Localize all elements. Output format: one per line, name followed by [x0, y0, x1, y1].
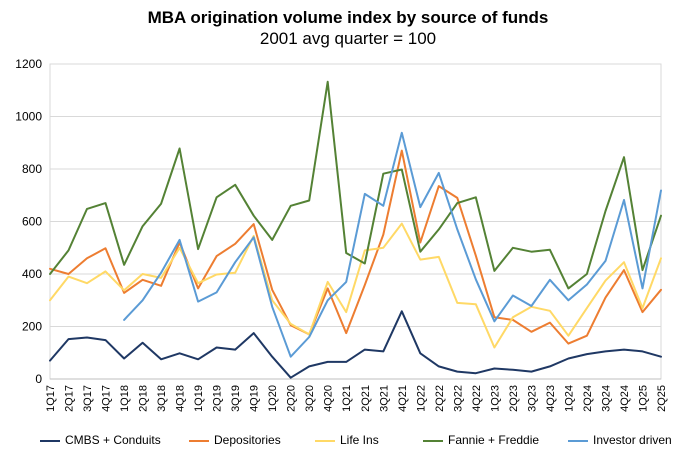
- x-tick-label: 2Q22: [434, 385, 446, 412]
- x-tick-label: 1Q17: [45, 385, 57, 412]
- x-tick-label: 4Q17: [101, 385, 113, 412]
- x-tick-label: 1Q19: [193, 385, 205, 412]
- series-line-3: [49, 80, 662, 290]
- x-tick-label: 1Q24: [563, 385, 575, 412]
- x-tick-label: 3Q23: [526, 385, 538, 412]
- chart-subtitle: 2001 avg quarter = 100: [259, 29, 437, 48]
- chart-title: MBA origination volume index by source o…: [147, 8, 549, 27]
- legend-swatch: [315, 440, 335, 442]
- x-tick-label: 1Q21: [341, 385, 353, 412]
- x-tick-label: 2Q21: [360, 385, 372, 412]
- x-tick-label: 4Q22: [471, 385, 483, 412]
- y-tick-label: 200: [22, 320, 42, 334]
- series-line-1: [49, 149, 662, 345]
- x-tick-label: 4Q19: [249, 385, 261, 412]
- y-tick-label: 400: [22, 267, 42, 281]
- x-tick-label: 4Q23: [545, 385, 557, 412]
- x-tick-label: 3Q19: [230, 385, 242, 412]
- legend-label: Life Ins: [340, 433, 379, 447]
- series-line-0: [49, 310, 662, 379]
- y-tick-label: 800: [22, 162, 42, 176]
- x-tick-label: 3Q21: [378, 385, 390, 412]
- x-tick-label: 2Q25: [656, 385, 668, 412]
- y-tick-label: 1200: [15, 57, 42, 71]
- x-tick-label: 2Q19: [212, 385, 224, 412]
- x-tick-label: 3Q20: [304, 385, 316, 412]
- x-tick-label: 4Q20: [323, 385, 335, 412]
- x-tick-label: 3Q24: [600, 385, 612, 412]
- legend-label: Depositories: [214, 433, 281, 447]
- series-line-2: [49, 222, 662, 349]
- axes: [49, 63, 662, 380]
- x-tick-label: 4Q21: [397, 385, 409, 412]
- legend-label: CMBS + Conduits: [65, 433, 161, 447]
- series-lines: [49, 80, 662, 379]
- x-tick-label: 4Q24: [619, 385, 631, 412]
- legend-label: Fannie + Freddie: [448, 433, 540, 447]
- legend-swatch: [189, 440, 209, 442]
- x-tick-label: 1Q23: [489, 385, 501, 412]
- x-tick-label: 2Q20: [286, 385, 298, 412]
- x-tick-label: 2Q24: [582, 385, 594, 412]
- x-tick-label: 1Q22: [415, 385, 427, 412]
- y-tick-label: 1000: [15, 110, 42, 124]
- x-tick-label: 4Q18: [175, 385, 187, 412]
- x-tick-label: 1Q20: [267, 385, 279, 412]
- legend: CMBS + Conduits Depositories Life Ins Fanni…: [0, 431, 696, 449]
- x-tick-label: 2Q18: [138, 385, 150, 412]
- y-axis-tick-labels: 0 200 400 600 800 1000 1200: [15, 57, 42, 386]
- x-tick-label: 1Q25: [637, 385, 649, 412]
- series-line-4: [123, 131, 662, 358]
- x-tick-label: 3Q18: [156, 385, 168, 412]
- legend-swatch: [568, 440, 588, 442]
- x-tick-label: 2Q17: [64, 385, 76, 412]
- legend-label: Investor driven: [593, 433, 672, 447]
- legend-swatch: [423, 440, 443, 442]
- y-tick-label: 0: [35, 372, 42, 386]
- x-tick-label: 3Q17: [82, 385, 94, 412]
- y-tick-label: 600: [22, 215, 42, 229]
- x-tick-label: 2Q23: [508, 385, 520, 412]
- x-axis-tick-labels: 1Q17 2Q17 3Q17 4Q17 1Q18 2Q18 3Q18 4Q18 1Q19 2Q19…: [45, 385, 668, 412]
- x-tick-label: 3Q22: [452, 385, 464, 412]
- x-tick-label: 1Q18: [119, 385, 131, 412]
- legend-swatch: [40, 440, 60, 442]
